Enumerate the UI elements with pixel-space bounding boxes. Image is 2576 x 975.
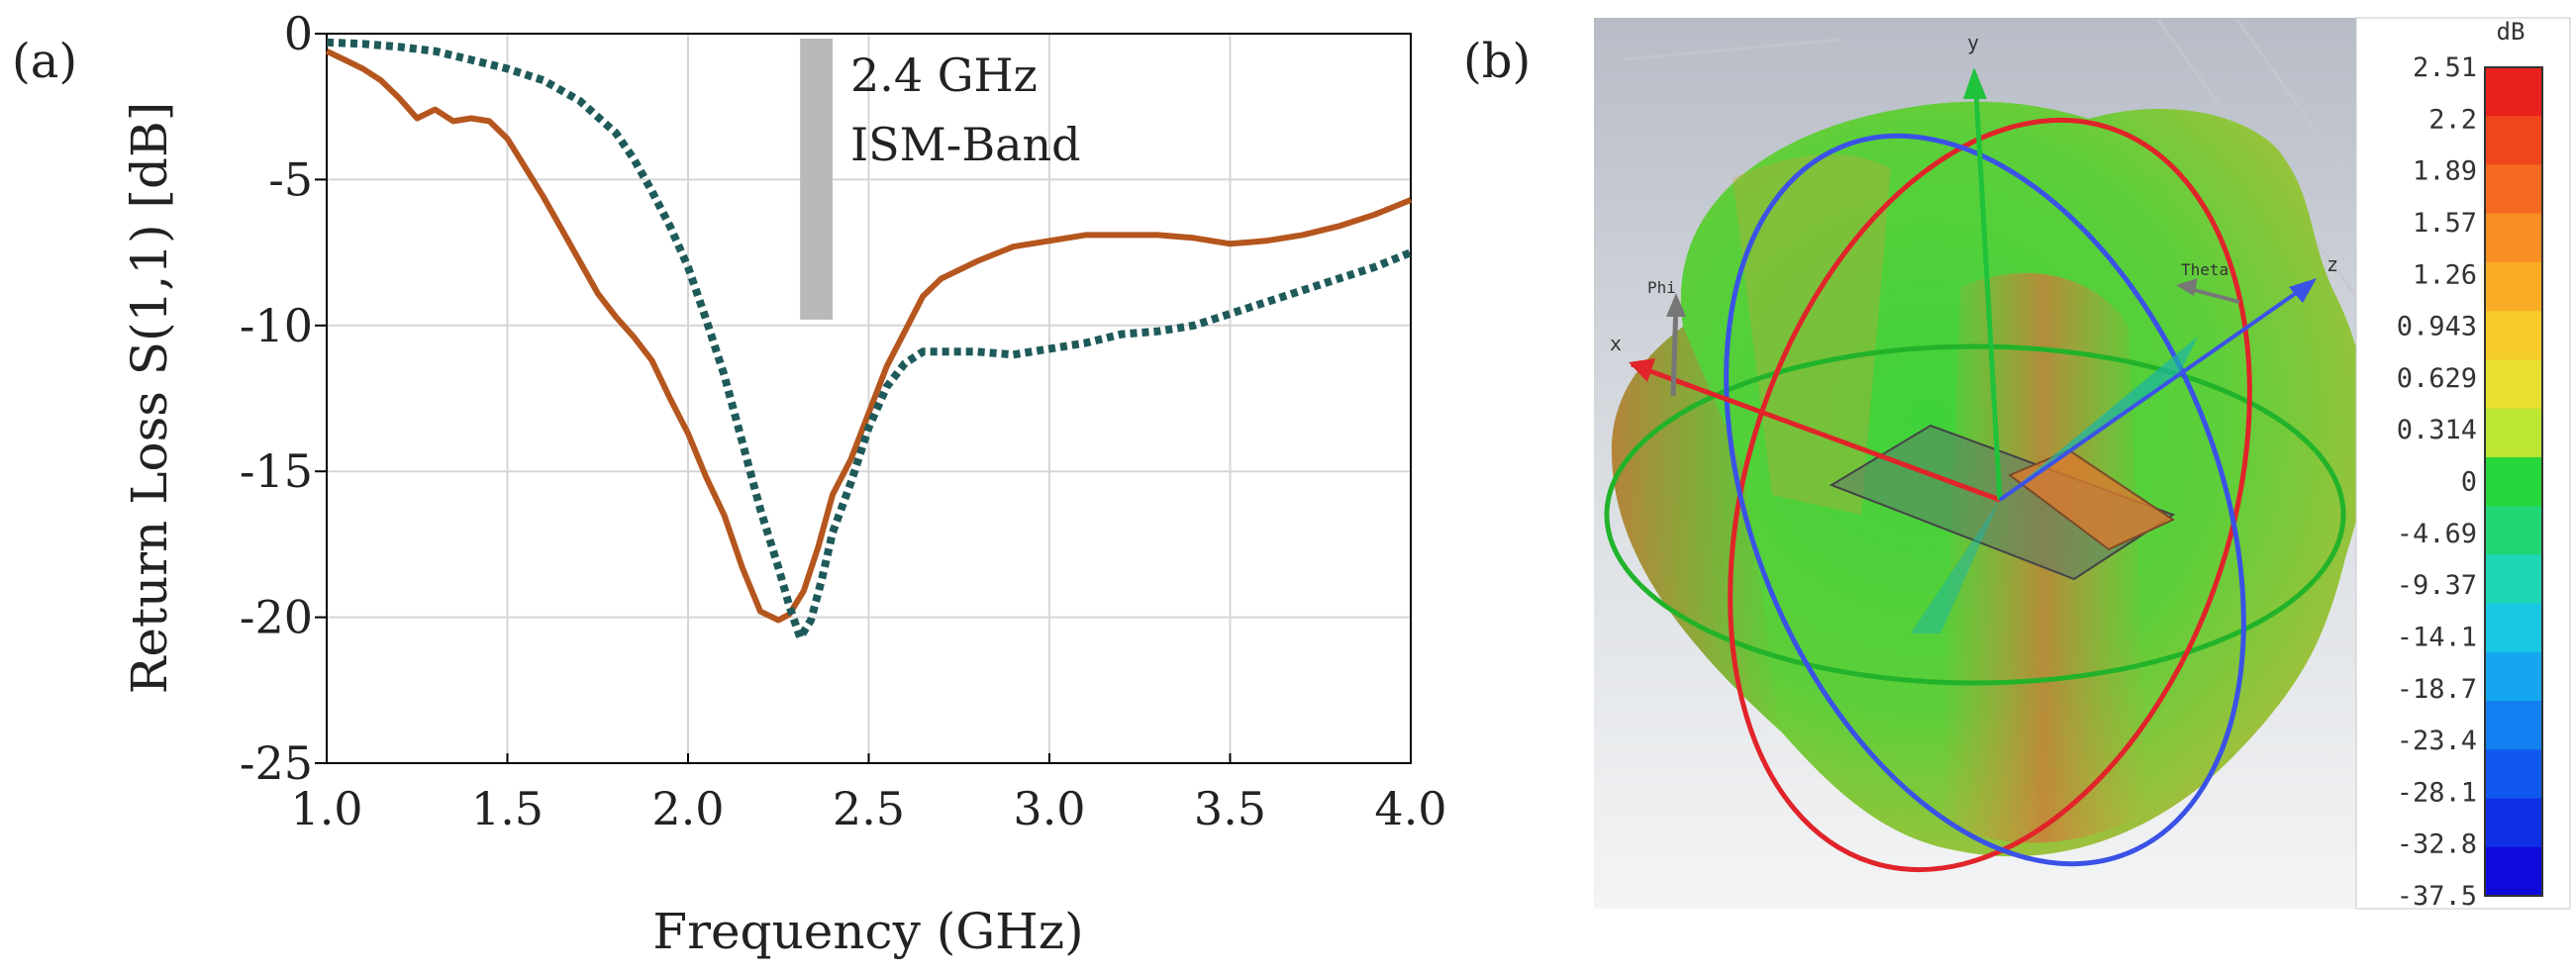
- y-tick-label: 0: [284, 7, 313, 60]
- green-ring: [1604, 343, 2346, 686]
- ism-band-label-line2: ISM-Band: [850, 118, 1081, 171]
- colorbar-label: -18.7: [2397, 674, 2477, 705]
- y-tick-label: -25: [240, 736, 313, 790]
- chart-grid: [327, 34, 1411, 763]
- phi-arrow: [1666, 293, 1686, 317]
- feed-beam-lower: [1911, 500, 2000, 634]
- colorbar-label: -23.4: [2397, 726, 2477, 756]
- colorbar-label: -32.8: [2397, 829, 2477, 860]
- colorbar-swatch: [2485, 506, 2542, 555]
- ism-band-label-line1: 2.4 GHz: [850, 49, 1038, 102]
- antenna-patch: [2008, 448, 2176, 551]
- x-axis-arrow: [1629, 358, 1655, 382]
- colorbar-swatch: [2485, 749, 2542, 800]
- x-tick-label: 2.5: [833, 782, 905, 835]
- axis-label-z: z: [2327, 252, 2338, 276]
- x-tick-label: 3.5: [1194, 782, 1266, 835]
- return-loss-chart: 2.4 GHz ISM-Band 1.0 1.5 2.0 2.5 3.0 3.5 4.0 0…: [121, 7, 1447, 960]
- y-axis-line: [1972, 73, 2003, 501]
- colorbar-label: -9.37: [2397, 570, 2477, 601]
- colorbar-label: -37.5: [2397, 881, 2477, 912]
- colorbar-swatch: [2485, 261, 2542, 312]
- colorbar-swatch: [2485, 116, 2542, 165]
- colorbar-swatch: [2485, 554, 2542, 605]
- colorbar-swatch: [2485, 603, 2542, 653]
- series-line-solid: [325, 48, 1413, 624]
- colorbar-swatch: [2485, 846, 2542, 897]
- colorbar-swatch: [2485, 701, 2542, 750]
- colorbar-label: 0.314: [2397, 415, 2477, 445]
- y-axis-label: Return Loss S(1,1) [dB]: [121, 102, 178, 695]
- y-axis-arrow: [1963, 67, 1987, 99]
- feed-beam: [2000, 337, 2198, 500]
- x-tick-label: 3.0: [1013, 782, 1085, 835]
- phi-vector: [1670, 301, 1679, 397]
- y-tick-label: -10: [240, 299, 313, 352]
- antenna-substrate: [1829, 424, 2176, 581]
- red-ring: [1728, 117, 2252, 873]
- z-axis-line: [1998, 280, 2314, 502]
- x-tick-label: 2.0: [651, 782, 724, 835]
- axis-label-y: y: [1967, 31, 1979, 54]
- colorbar-label: -14.1: [2397, 622, 2477, 652]
- z-axis-arrow: [2289, 278, 2317, 303]
- x-tick-label: 4.0: [1374, 782, 1446, 835]
- y-tick-label: -5: [268, 152, 313, 206]
- colorbar-swatch: [2485, 213, 2542, 263]
- colorbar-swatch: [2485, 408, 2542, 458]
- colorbar-label: 0.943: [2397, 312, 2477, 342]
- colorbar-unit: dB: [2497, 18, 2526, 46]
- blue-ring: [1724, 133, 2246, 867]
- y-tick-label: -15: [240, 444, 313, 498]
- y-tick-label: -20: [240, 591, 313, 644]
- colorbar-swatch: [2485, 359, 2542, 410]
- colorbar-frame: [2484, 66, 2543, 897]
- colorbar-label: 1.89: [2413, 156, 2477, 187]
- colorbar-labels: 2.51 2.2 1.89 1.57 1.26 0.943 0.629 0.314 0 -4.69…: [2397, 52, 2477, 912]
- x-axis-label: Frequency (GHz): [652, 903, 1083, 960]
- colorbar-swatch: [2485, 67, 2542, 117]
- x-axis-line: [1631, 361, 2001, 503]
- axis-label-x: x: [1610, 332, 1622, 355]
- colorbar-label: 1.26: [2413, 259, 2477, 290]
- axis-label-phi: Phi: [1647, 278, 1676, 297]
- colorbar-label: 2.51: [2413, 52, 2477, 83]
- x-tick-label: 1.0: [290, 782, 362, 835]
- colorbar-label: 2.2: [2428, 104, 2477, 135]
- colorbar-swatch: [2485, 456, 2542, 507]
- panel-b-label: (b): [1463, 34, 1531, 89]
- ism-band-marker: [800, 39, 833, 320]
- y-tick-labels: 0 -5 -10 -15 -20 -25: [240, 7, 327, 790]
- colorbar-swatch: [2485, 798, 2542, 848]
- colorbar-label: -4.69: [2397, 519, 2477, 549]
- warm-left-region: [1611, 327, 1782, 732]
- radiation-pattern-3d: x y z Phi Theta dB 2.51 2.2 1.89 1.57 1.26 0.…: [1594, 17, 2571, 912]
- x-tick-labels: 1.0 1.5 2.0 2.5 3.0 3.5 4.0: [290, 753, 1447, 835]
- colorbar-label: 0.629: [2397, 363, 2477, 394]
- colorbar-label: -28.1: [2397, 777, 2477, 808]
- colorbar-label: 0: [2461, 467, 2477, 498]
- panel-a-label: (a): [12, 34, 77, 89]
- series-layer: [325, 38, 1413, 642]
- colorbar-swatch: [2485, 651, 2542, 702]
- axis-label-theta: Theta: [2181, 260, 2229, 279]
- colorbar-swatch: [2485, 311, 2542, 360]
- theta-arrow: [2176, 278, 2198, 296]
- colorbar-label: 1.57: [2413, 208, 2477, 239]
- series-line-dotted: [326, 38, 1413, 642]
- x-tick-label: 1.5: [471, 782, 544, 835]
- colorbar-swatches: [2484, 66, 2543, 897]
- colorbar-swatch: [2485, 164, 2542, 215]
